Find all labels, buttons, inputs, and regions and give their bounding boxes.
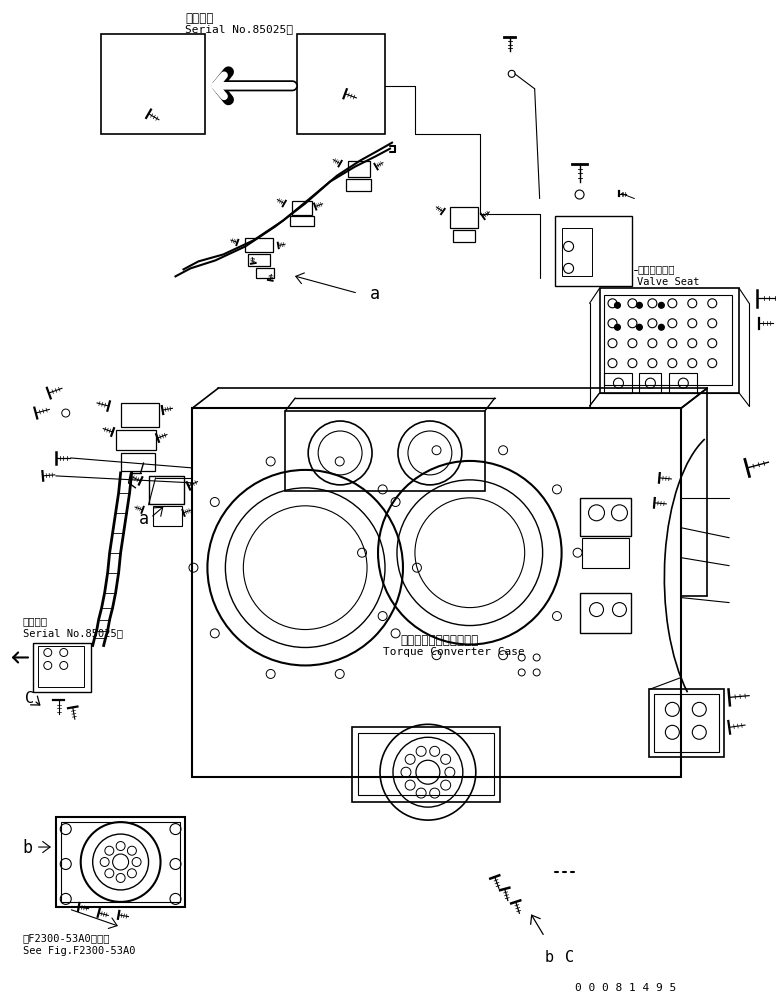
Bar: [600, 289, 739, 394]
Bar: [352, 728, 500, 802]
Text: 0 0 0 8 1 4 9 5: 0 0 0 8 1 4 9 5: [574, 982, 676, 992]
Bar: [650, 690, 724, 757]
Bar: [56, 817, 186, 907]
Text: バルブシート: バルブシート: [637, 264, 675, 274]
Bar: [562, 230, 591, 277]
Bar: [193, 409, 681, 777]
Text: トルクコンバータケース: トルクコンバータケース: [400, 633, 479, 646]
Circle shape: [615, 303, 621, 309]
Bar: [654, 695, 720, 752]
Bar: [580, 498, 632, 536]
Circle shape: [636, 303, 643, 309]
Text: C: C: [25, 690, 34, 705]
Bar: [285, 412, 485, 491]
Text: Serial No.85025～: Serial No.85025～: [186, 24, 294, 34]
Bar: [358, 734, 493, 795]
Bar: [555, 218, 632, 287]
Bar: [348, 161, 370, 177]
Bar: [298, 35, 385, 134]
Text: Valve Seat: Valve Seat: [637, 277, 700, 287]
Text: Torque Converter Case: Torque Converter Case: [383, 646, 524, 656]
Text: C: C: [565, 949, 573, 964]
Bar: [33, 643, 91, 693]
Bar: [292, 202, 312, 216]
Text: b: b: [545, 949, 554, 964]
Bar: [61, 822, 180, 902]
Bar: [453, 232, 475, 244]
Circle shape: [658, 325, 664, 331]
Circle shape: [615, 325, 621, 331]
Bar: [450, 208, 478, 230]
Text: 適用号機: 適用号機: [186, 12, 214, 25]
Bar: [120, 404, 159, 427]
Text: 適用号機: 適用号機: [23, 616, 48, 626]
Circle shape: [658, 303, 664, 309]
Text: a: a: [138, 509, 148, 527]
Bar: [291, 218, 314, 228]
Bar: [116, 430, 155, 450]
Text: Serial No.85025～: Serial No.85025～: [23, 628, 123, 638]
Bar: [249, 255, 270, 267]
Bar: [605, 374, 632, 394]
Bar: [152, 506, 183, 526]
Bar: [580, 593, 632, 633]
Bar: [605, 296, 732, 386]
Text: See Fig.F2300-53A0: See Fig.F2300-53A0: [23, 945, 135, 955]
Bar: [120, 453, 155, 471]
Bar: [346, 179, 371, 192]
Bar: [246, 240, 274, 253]
Bar: [581, 538, 629, 569]
Bar: [639, 374, 661, 394]
Bar: [101, 35, 205, 134]
Bar: [256, 269, 274, 279]
Text: 第F2300-53A0図参照: 第F2300-53A0図参照: [23, 932, 110, 942]
Bar: [669, 374, 697, 394]
Circle shape: [636, 325, 643, 331]
Text: b: b: [23, 838, 33, 856]
Text: a: a: [370, 285, 380, 303]
Bar: [148, 476, 184, 504]
Bar: [38, 646, 84, 688]
